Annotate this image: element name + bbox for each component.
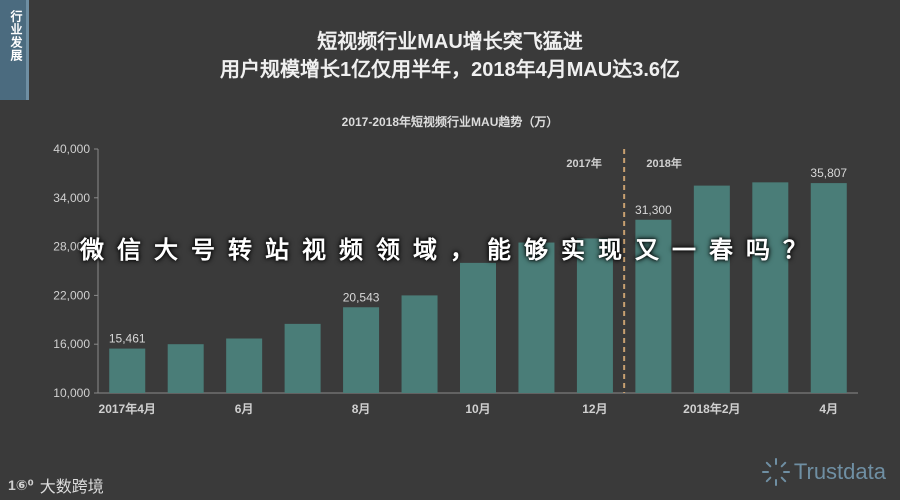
x-tick-label: 2017年4月 [99,401,156,416]
logo-text-trustdata: Trustdata [793,459,886,484]
y-tick-label: 22,000 [53,288,90,302]
bar [635,219,672,393]
y-tick-label: 34,000 [53,191,90,205]
data-label: 31,300 [635,203,672,217]
bar [284,323,321,393]
bar [226,338,263,393]
bar [576,238,613,393]
bar [693,185,730,393]
section-tag-text: 行业发展 [9,10,23,62]
page-title: 短视频行业MAU增长突飞猛进 [317,31,583,53]
logo-text: 大数跨境 [39,479,104,496]
section-tag: 行业发展 [0,0,29,100]
bar [343,307,380,393]
logo-trustdata: Trustdata [760,456,886,488]
x-tick-label: 4月 [819,402,838,416]
y-tick-label: 40,000 [53,142,90,156]
x-tick-label: 10月 [465,402,490,416]
data-label: 20,543 [343,290,380,304]
logo-mark: 1⑥⁰ [8,476,34,493]
page-subtitle: 用户规模增长1亿仅用半年，2018年4月MAU达3.6亿 [219,59,681,81]
x-tick-label: 8月 [352,402,371,416]
logo-dashuju: 1⑥⁰ 大数跨境 [8,473,104,497]
year-marker-2018: 2018年 [646,156,681,170]
bar [167,344,204,393]
x-tick-label: 2018年2月 [683,401,740,416]
y-tick-label: 16,000 [53,337,90,351]
bar [460,262,496,393]
x-tick-label: 12月 [582,402,607,416]
bar [401,295,438,393]
year-marker-2017: 2017年 [566,156,601,170]
y-tick-label: 28,000 [53,240,90,254]
bar [109,348,146,393]
bar [752,182,789,393]
x-tick-label: 6月 [235,402,254,416]
y-tick-label: 10,000 [53,386,90,400]
data-label: 15,461 [109,332,146,346]
overlay-caption: 微信大号转站视频领域，能够实现又一春吗？ [80,237,820,264]
bar [518,242,555,393]
chart-title: 2017-2018年短视频行业MAU趋势（万） [341,115,559,129]
bar [810,183,847,393]
sun-icon [761,458,790,486]
data-label: 35,807 [810,166,847,180]
